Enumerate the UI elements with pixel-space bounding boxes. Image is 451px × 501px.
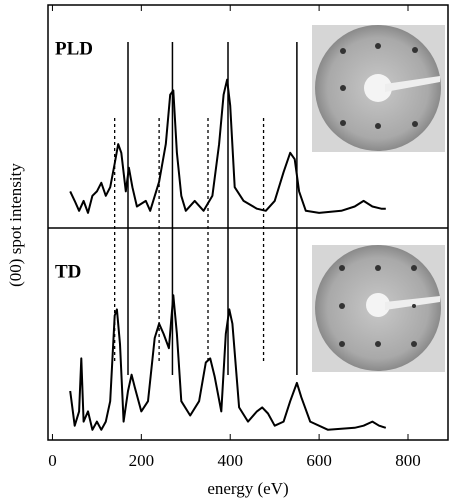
x-tick-label: 800	[395, 451, 421, 470]
y-axis-label: (00) spot intensity	[6, 163, 25, 287]
leed-pattern	[312, 25, 445, 152]
x-axis-label: energy (eV)	[207, 479, 288, 498]
x-tick-label: 600	[306, 451, 332, 470]
leed-pattern	[312, 245, 445, 372]
plot-frame	[47, 4, 449, 441]
data-line	[69, 294, 387, 431]
x-tick-label: 0	[48, 451, 57, 470]
panel-label: TD	[55, 261, 81, 282]
data-line	[69, 78, 386, 214]
x-tick-label: 400	[217, 451, 243, 470]
x-tick-label: 200	[129, 451, 155, 470]
panel-label: PLD	[55, 38, 93, 59]
